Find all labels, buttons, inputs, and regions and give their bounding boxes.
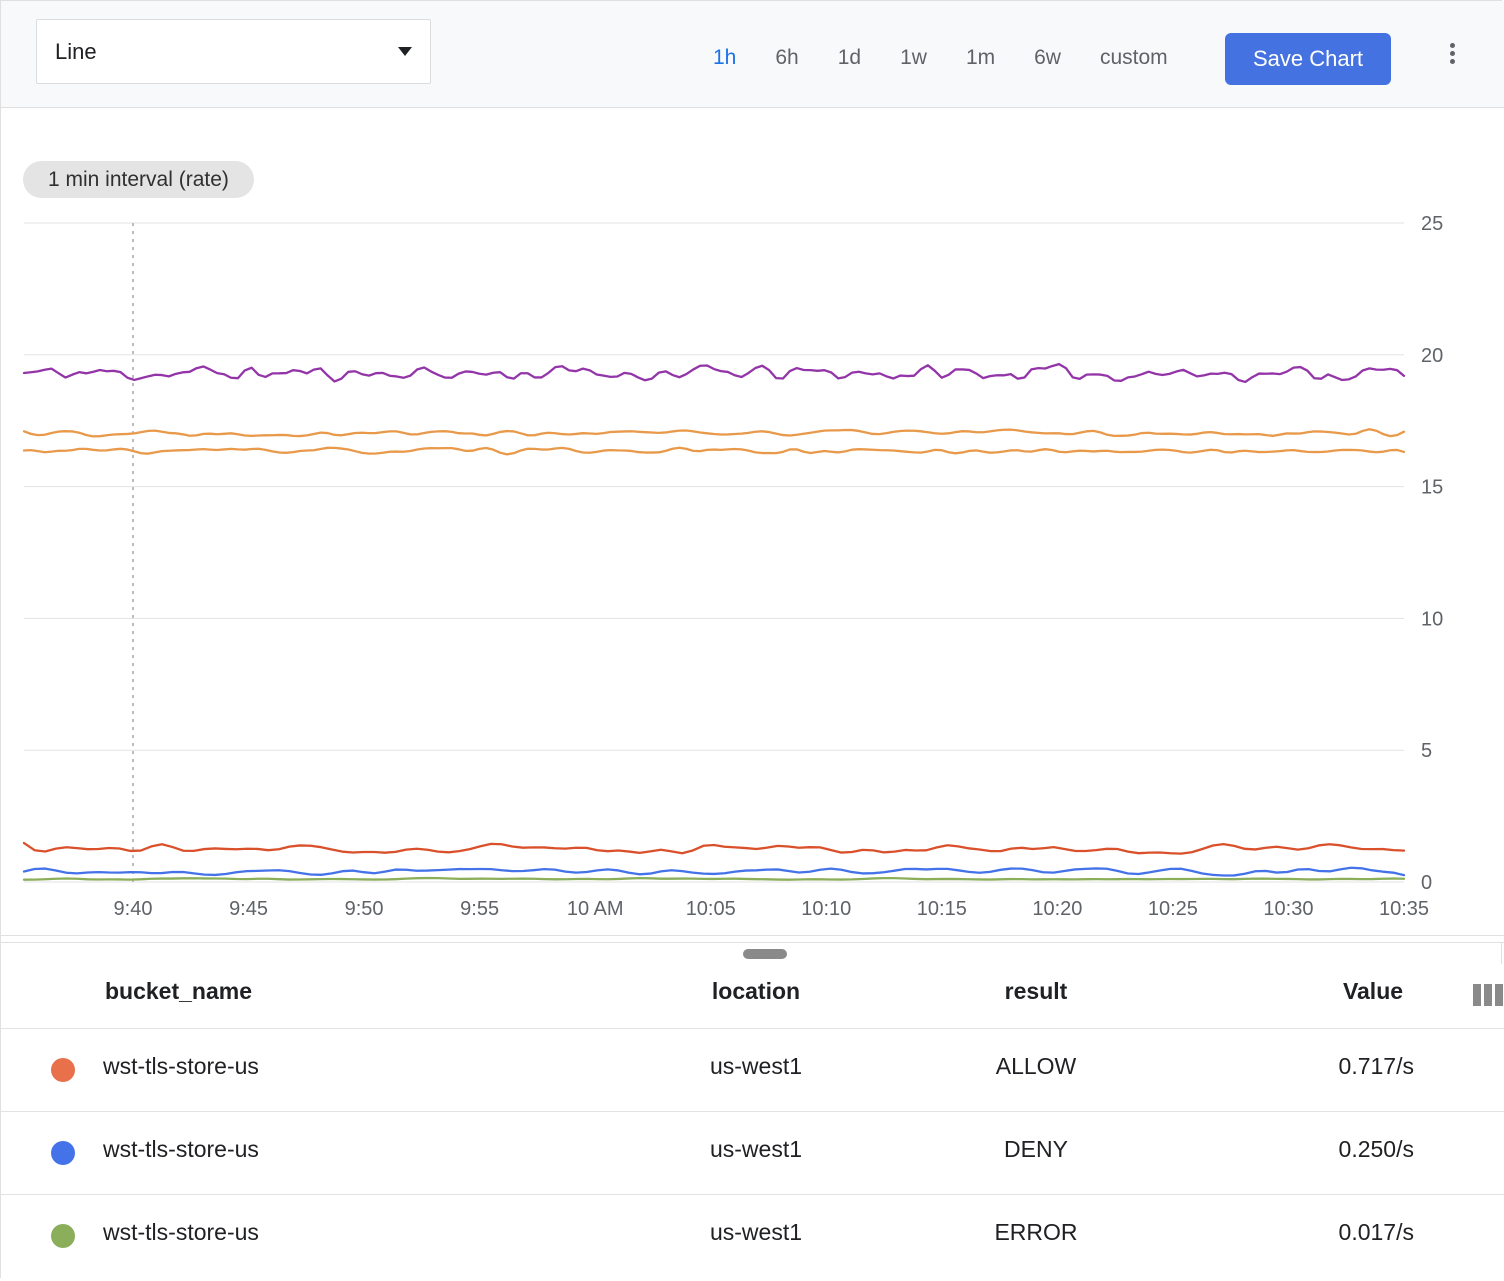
svg-text:10: 10 (1421, 608, 1443, 630)
svg-text:10:10: 10:10 (801, 898, 851, 920)
svg-text:10:25: 10:25 (1148, 898, 1198, 920)
svg-text:9:45: 9:45 (229, 898, 268, 920)
svg-text:20: 20 (1421, 345, 1443, 367)
svg-text:10:05: 10:05 (686, 898, 736, 920)
svg-text:25: 25 (1421, 213, 1443, 235)
svg-text:10:35: 10:35 (1379, 898, 1429, 920)
svg-text:15: 15 (1421, 477, 1443, 499)
svg-text:10:30: 10:30 (1263, 898, 1313, 920)
svg-text:10:20: 10:20 (1032, 898, 1082, 920)
svg-text:9:55: 9:55 (460, 898, 499, 920)
svg-text:0: 0 (1421, 872, 1432, 894)
svg-text:9:40: 9:40 (114, 898, 153, 920)
svg-text:5: 5 (1421, 740, 1432, 762)
svg-text:10:15: 10:15 (917, 898, 967, 920)
svg-text:9:50: 9:50 (345, 898, 384, 920)
svg-text:10 AM: 10 AM (567, 898, 624, 920)
